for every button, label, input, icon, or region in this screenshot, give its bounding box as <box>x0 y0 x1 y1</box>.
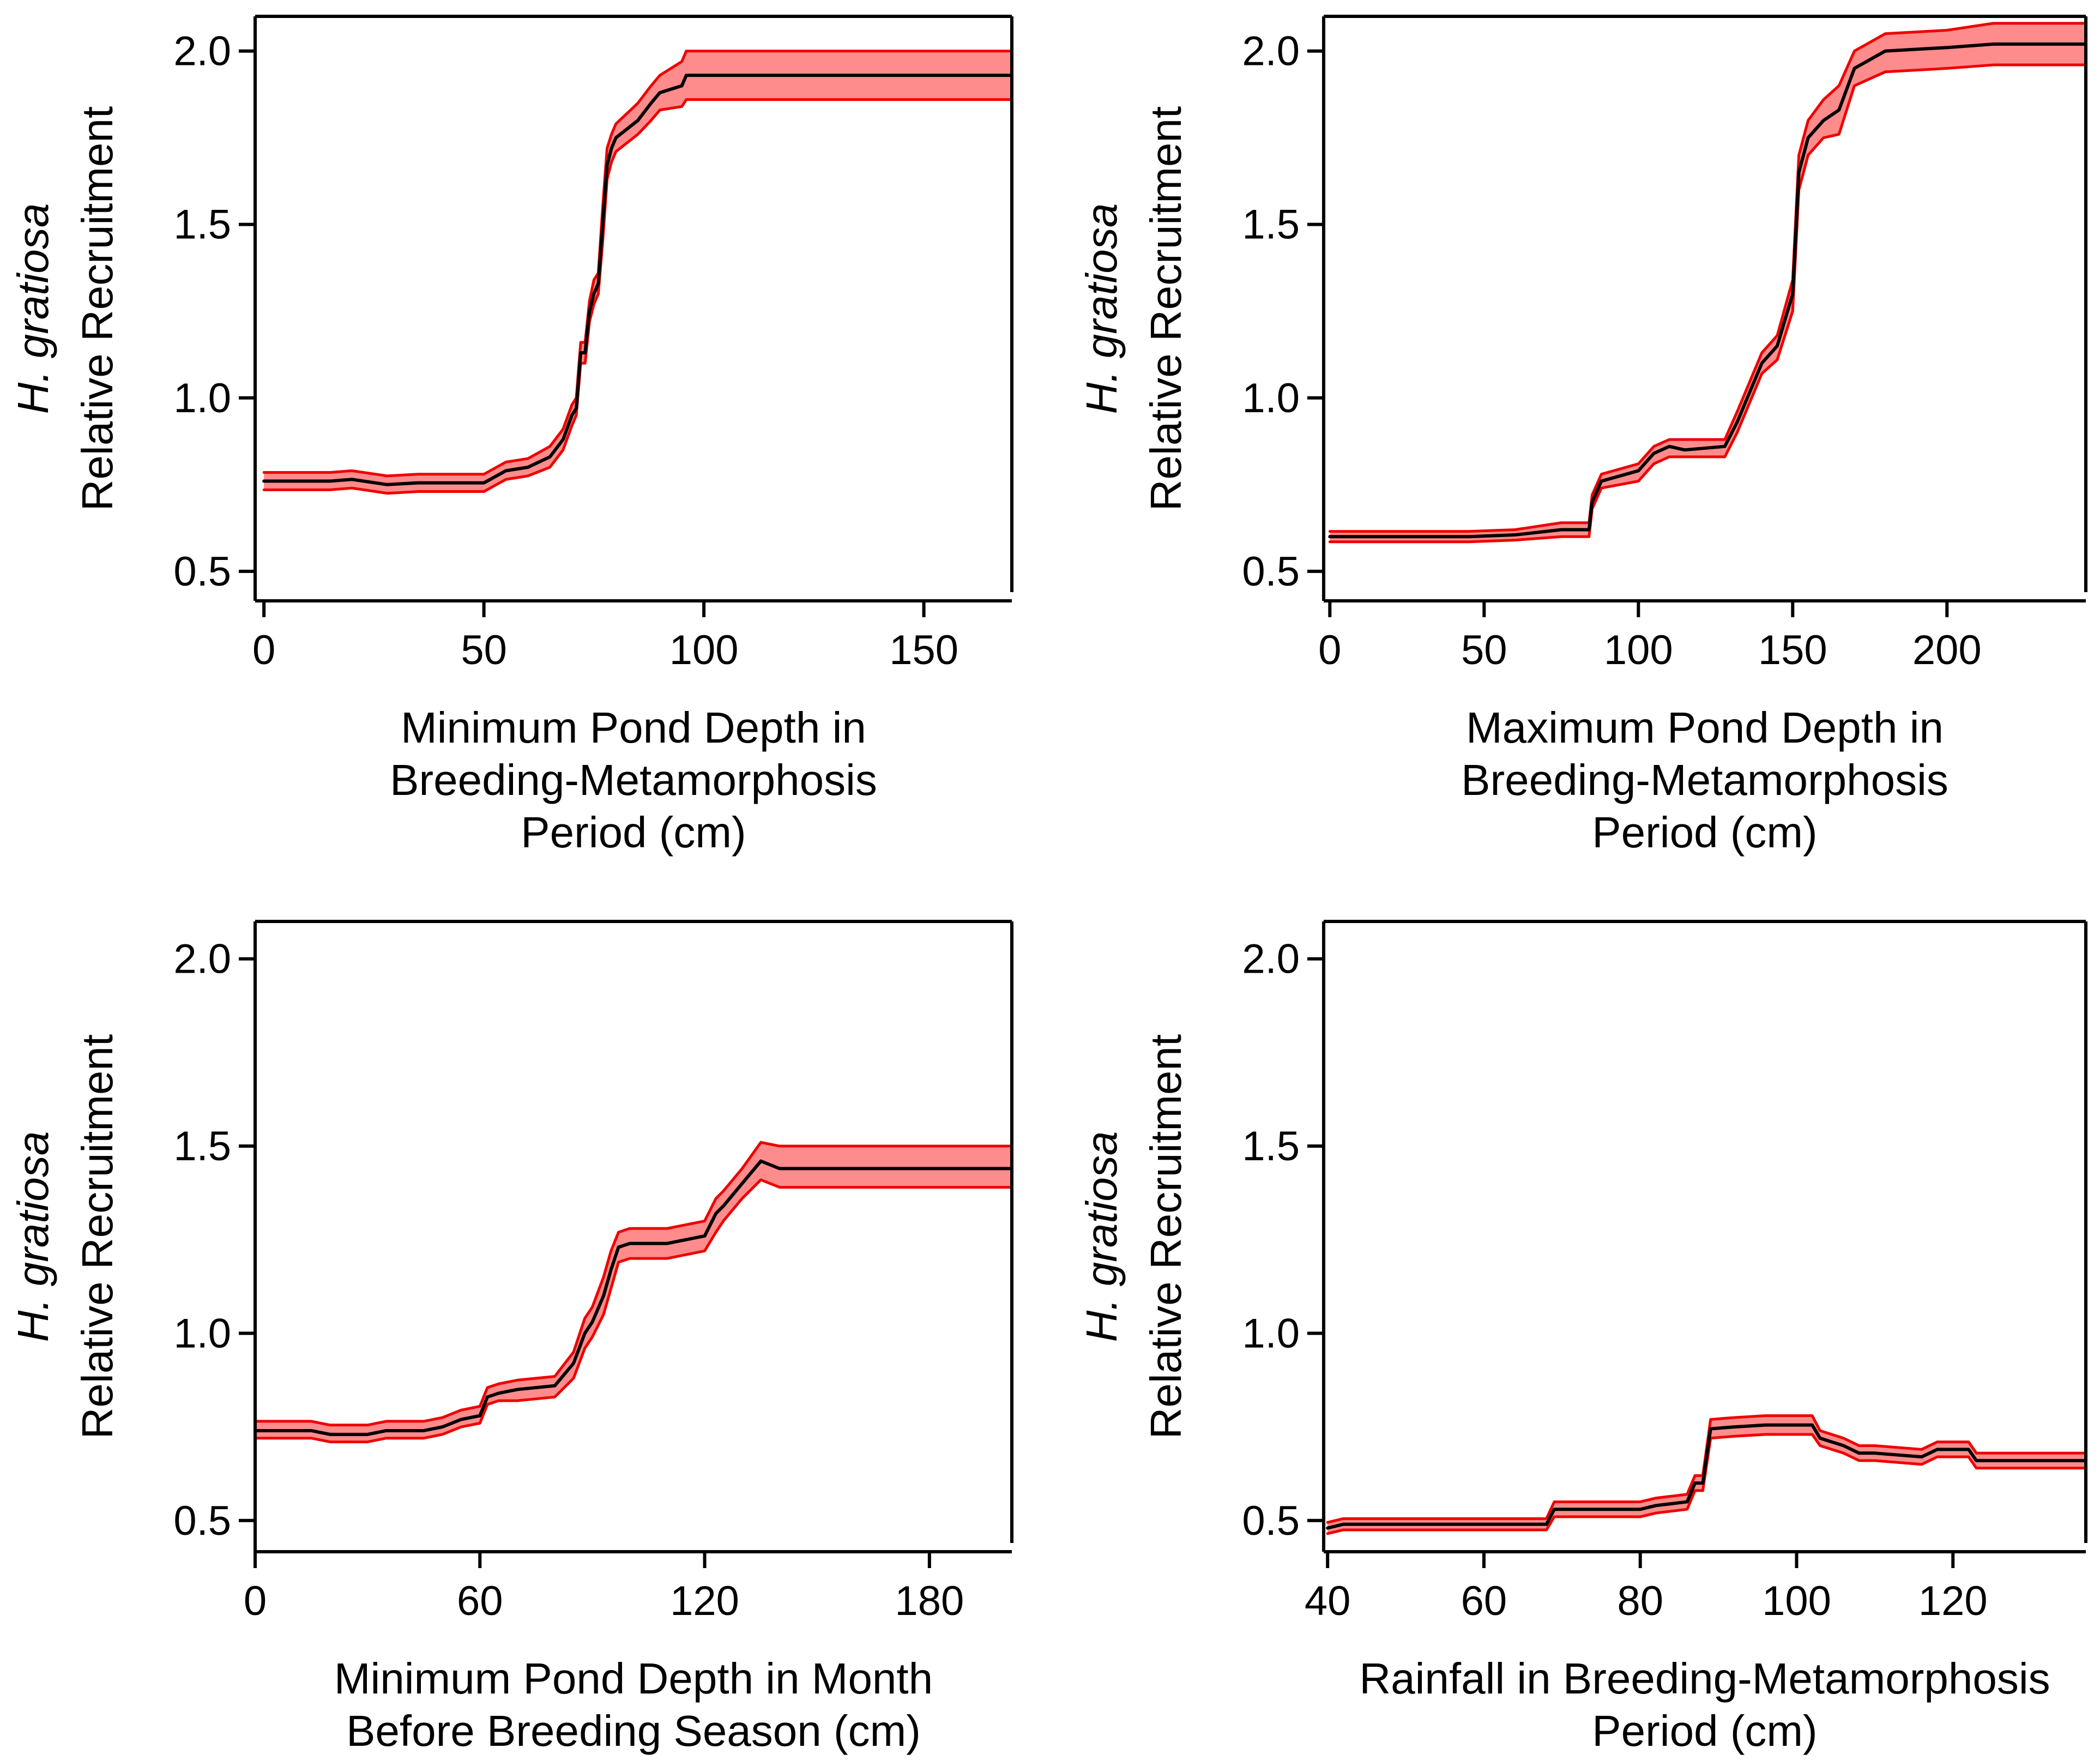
x-axis-title-line: Maximum Pond Depth in <box>1466 703 1944 752</box>
y-tick-label: 1.5 <box>1242 1123 1300 1170</box>
mean-line <box>1326 1423 2087 1530</box>
x-tick-label: 120 <box>1918 1578 1988 1624</box>
y-tick-label: 1.0 <box>1242 1310 1300 1357</box>
y-tick-label: 1.5 <box>173 1123 231 1170</box>
x-axis-title-line: Before Breeding Season (cm) <box>346 1707 921 1755</box>
x-tick-label: 150 <box>1758 627 1827 673</box>
x-tick-label: 100 <box>1604 627 1673 673</box>
y-tick-label: 1.0 <box>1242 375 1300 421</box>
x-tick-label: 100 <box>1762 1578 1831 1624</box>
mean-line <box>262 74 1013 486</box>
ci-upper-line <box>254 1141 1013 1427</box>
y-axis-title: Relative Recruitment <box>73 1034 122 1439</box>
y-tick-label: 2.0 <box>173 28 231 75</box>
x-tick-label: 0 <box>252 627 275 673</box>
x-tick-label: 0 <box>1318 627 1341 673</box>
y-axis-title: Relative Recruitment <box>1142 106 1190 511</box>
x-tick-label: 40 <box>1305 1578 1351 1624</box>
mean-line <box>1328 42 2087 539</box>
x-tick-label: 80 <box>1617 1578 1663 1624</box>
confidence-band <box>1327 1415 2086 1534</box>
mean-line <box>254 1159 1013 1436</box>
ci-lower-line <box>262 98 1013 495</box>
y-tick-label: 1.5 <box>1242 202 1300 248</box>
y-tick-label: 2.0 <box>1242 28 1300 75</box>
x-axis-title-line: Breeding-Metamorphosis <box>390 756 877 804</box>
y-tick-label: 2.0 <box>173 936 231 983</box>
y-axis-title: Relative Recruitment <box>73 106 122 511</box>
x-tick-label: 0 <box>244 1578 267 1624</box>
ci-lower-line <box>1328 63 2087 544</box>
y-axis-title: Relative Recruitment <box>1142 1034 1190 1439</box>
x-axis-title-line: Rainfall in Breeding-Metamorphosis <box>1359 1654 2050 1703</box>
x-tick-label: 100 <box>669 627 739 673</box>
y-axis-title-species: H. gratiosa <box>1077 1131 1126 1342</box>
x-tick-label: 50 <box>461 627 507 673</box>
x-tick-label: 60 <box>1461 1578 1507 1624</box>
panel-bottom-right: 0.5 1.0 1.5 2.0 40 60 80 100 120 Rainfall in Bree… <box>1077 920 2087 1755</box>
x-tick-label: 60 <box>457 1578 503 1624</box>
x-axis-title-line: Minimum Pond Depth in Month <box>334 1654 933 1703</box>
x-axis-title-line: Period (cm) <box>521 808 746 857</box>
y-tick-label: 0.5 <box>173 1498 231 1544</box>
x-tick-label: 50 <box>1461 627 1507 673</box>
x-tick-label: 200 <box>1912 627 1982 673</box>
x-axis-title: Rainfall in Breeding-Metamorphosis Period… <box>1359 1654 2050 1755</box>
x-axis-title: Maximum Pond Depth in Breeding-Metamorpho… <box>1461 703 1948 857</box>
y-tick-label: 0.5 <box>1242 1498 1300 1544</box>
y-tick-label: 1.0 <box>173 375 231 421</box>
x-axis-title-line: Breeding-Metamorphosis <box>1461 756 1948 804</box>
panel-top-right: 0.5 1.0 1.5 2.0 0 50 100 150 200 Maximum Pond Dep… <box>1077 15 2087 857</box>
x-tick-label: 180 <box>895 1578 964 1624</box>
ci-lower-line <box>1326 1433 2087 1535</box>
y-axis-title-species: H. gratiosa <box>9 1131 57 1342</box>
x-axis-title: Minimum Pond Depth in Breeding-Metamorpho… <box>390 703 877 857</box>
y-axis-title-species: H. gratiosa <box>9 203 57 414</box>
ci-upper-line <box>1326 1414 2087 1524</box>
x-tick-label: 120 <box>670 1578 739 1624</box>
x-axis-title-line: Period (cm) <box>1592 808 1817 857</box>
y-tick-label: 0.5 <box>173 549 231 595</box>
y-tick-label: 1.0 <box>173 1310 231 1357</box>
panel-top-left: 0.5 1.0 1.5 2.0 0 50 100 150 Minimum Pond Depth … <box>9 15 1013 857</box>
y-tick-label: 1.5 <box>173 202 231 248</box>
confidence-band <box>264 51 1012 493</box>
confidence-band <box>255 1142 1012 1442</box>
x-axis-title-line: Period (cm) <box>1592 1707 1817 1755</box>
y-axis-title-species: H. gratiosa <box>1077 203 1126 414</box>
x-tick-label: 150 <box>889 627 958 673</box>
y-tick-label: 2.0 <box>1242 936 1300 983</box>
y-tick-label: 0.5 <box>1242 549 1300 595</box>
x-axis-title: Minimum Pond Depth in Month Before Breedi… <box>334 1654 933 1755</box>
panel-bottom-left: 0.5 1.0 1.5 2.0 0 60 120 180 Minimum Pond Depth … <box>9 920 1013 1755</box>
ci-lower-line <box>254 1178 1013 1444</box>
x-axis-title-line: Minimum Pond Depth in <box>401 703 866 752</box>
